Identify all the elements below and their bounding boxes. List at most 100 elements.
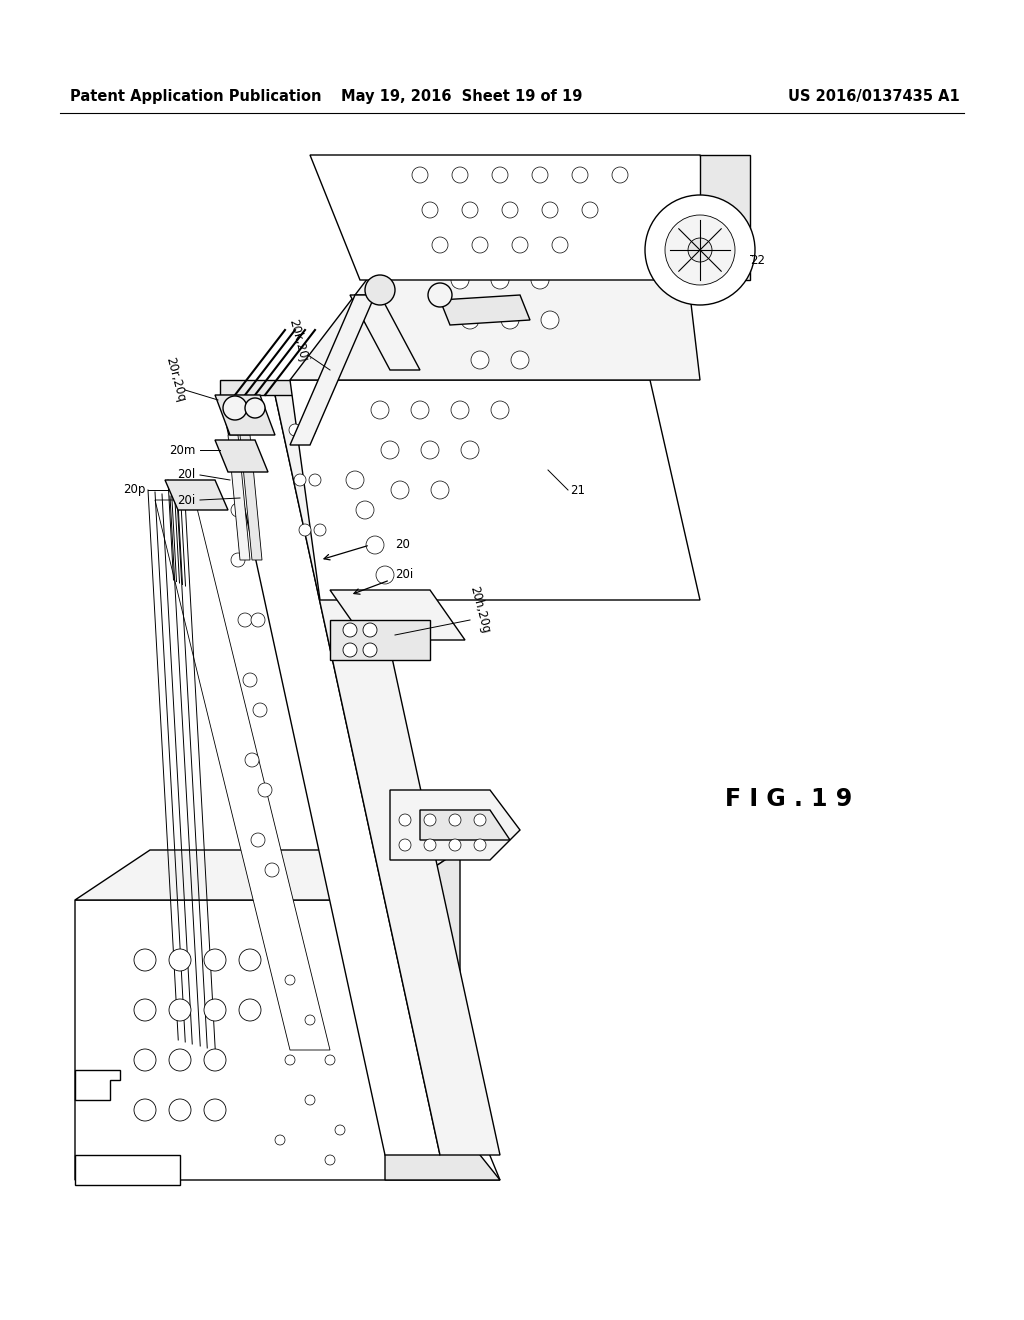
Text: 20i: 20i <box>177 494 195 507</box>
Circle shape <box>343 643 357 657</box>
Polygon shape <box>220 395 440 1155</box>
Circle shape <box>253 704 267 717</box>
Circle shape <box>541 312 559 329</box>
Circle shape <box>472 238 488 253</box>
Circle shape <box>204 1100 226 1121</box>
Circle shape <box>169 1049 191 1071</box>
Circle shape <box>474 814 486 826</box>
Circle shape <box>134 1049 156 1071</box>
Circle shape <box>231 453 245 467</box>
Circle shape <box>343 623 357 638</box>
Polygon shape <box>155 500 330 1049</box>
Circle shape <box>289 424 301 436</box>
Text: 20h,20g: 20h,20g <box>467 585 493 635</box>
Circle shape <box>169 949 191 972</box>
Circle shape <box>492 168 508 183</box>
Circle shape <box>490 231 509 249</box>
Circle shape <box>366 536 384 554</box>
Polygon shape <box>440 294 530 325</box>
Circle shape <box>432 238 449 253</box>
Circle shape <box>346 471 364 488</box>
Text: 20m: 20m <box>169 444 195 457</box>
Polygon shape <box>330 590 465 640</box>
Circle shape <box>552 238 568 253</box>
Circle shape <box>258 783 272 797</box>
Text: Patent Application Publication: Patent Application Publication <box>70 90 322 104</box>
Circle shape <box>169 1100 191 1121</box>
Polygon shape <box>75 850 460 900</box>
Circle shape <box>428 282 452 308</box>
Circle shape <box>309 474 321 486</box>
Circle shape <box>474 840 486 851</box>
Circle shape <box>571 231 589 249</box>
Circle shape <box>501 312 519 329</box>
Circle shape <box>169 999 191 1020</box>
Circle shape <box>449 814 461 826</box>
Circle shape <box>688 238 712 261</box>
Polygon shape <box>330 620 430 660</box>
Circle shape <box>422 202 438 218</box>
Circle shape <box>245 399 265 418</box>
Polygon shape <box>240 436 262 560</box>
Polygon shape <box>420 810 510 840</box>
Circle shape <box>204 949 226 972</box>
Circle shape <box>645 195 755 305</box>
Circle shape <box>251 833 265 847</box>
Circle shape <box>134 949 156 972</box>
Circle shape <box>531 231 549 249</box>
Circle shape <box>381 441 399 459</box>
Text: 20p: 20p <box>123 483 145 496</box>
Circle shape <box>532 168 548 183</box>
Circle shape <box>399 840 411 851</box>
Circle shape <box>305 1015 315 1026</box>
Circle shape <box>134 1100 156 1121</box>
Circle shape <box>391 480 409 499</box>
Circle shape <box>231 503 245 517</box>
Circle shape <box>462 202 478 218</box>
Circle shape <box>411 401 429 418</box>
Circle shape <box>365 275 395 305</box>
Circle shape <box>531 271 549 289</box>
Polygon shape <box>75 1155 180 1185</box>
Circle shape <box>471 351 489 370</box>
Circle shape <box>231 553 245 568</box>
Circle shape <box>502 202 518 218</box>
Circle shape <box>512 238 528 253</box>
Polygon shape <box>290 210 700 380</box>
Circle shape <box>376 566 394 583</box>
Text: 20: 20 <box>395 539 410 552</box>
Circle shape <box>490 401 509 418</box>
Circle shape <box>612 168 628 183</box>
Text: 22: 22 <box>750 253 765 267</box>
Circle shape <box>421 441 439 459</box>
Circle shape <box>451 401 469 418</box>
Circle shape <box>294 474 306 486</box>
Polygon shape <box>290 294 375 445</box>
Circle shape <box>582 202 598 218</box>
Polygon shape <box>75 900 500 1180</box>
Circle shape <box>461 441 479 459</box>
Circle shape <box>371 401 389 418</box>
Text: May 19, 2016  Sheet 19 of 19: May 19, 2016 Sheet 19 of 19 <box>341 90 583 104</box>
Circle shape <box>238 612 252 627</box>
Circle shape <box>490 271 509 289</box>
Polygon shape <box>228 436 250 560</box>
Circle shape <box>285 975 295 985</box>
Circle shape <box>424 814 436 826</box>
Circle shape <box>243 673 257 686</box>
Polygon shape <box>385 850 500 1180</box>
Circle shape <box>239 949 261 972</box>
Polygon shape <box>220 380 335 395</box>
Circle shape <box>451 271 469 289</box>
Circle shape <box>134 999 156 1020</box>
Polygon shape <box>290 380 700 601</box>
Polygon shape <box>275 395 500 1155</box>
Circle shape <box>239 999 261 1020</box>
Circle shape <box>299 524 311 536</box>
Circle shape <box>431 480 449 499</box>
Circle shape <box>449 840 461 851</box>
Text: 20k,20j: 20k,20j <box>286 317 310 363</box>
Circle shape <box>335 1125 345 1135</box>
Circle shape <box>362 643 377 657</box>
Circle shape <box>325 1055 335 1065</box>
